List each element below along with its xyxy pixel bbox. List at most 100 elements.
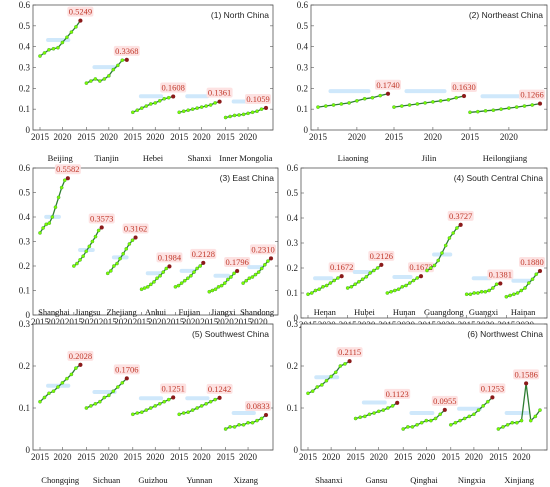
data-point bbox=[425, 268, 429, 273]
data-point bbox=[60, 40, 65, 45]
data-point bbox=[433, 416, 438, 421]
data-point bbox=[89, 79, 93, 83]
series-line bbox=[317, 93, 389, 108]
data-point bbox=[96, 228, 101, 233]
data-point bbox=[213, 287, 218, 292]
data-point bbox=[75, 261, 79, 266]
series-line bbox=[39, 177, 69, 234]
province-label: Jiangsu bbox=[75, 307, 101, 317]
data-point bbox=[401, 427, 406, 431]
x-tick-label: 2015 bbox=[234, 317, 253, 327]
value-label: 0.5249 bbox=[69, 7, 92, 17]
y-tick-label: 0 bbox=[294, 445, 299, 455]
data-point bbox=[78, 258, 82, 262]
data-point bbox=[353, 282, 357, 287]
data-point bbox=[78, 18, 83, 23]
data-point bbox=[353, 416, 358, 421]
series-line bbox=[39, 364, 81, 403]
value-label-bg bbox=[190, 248, 217, 259]
data-point bbox=[112, 264, 116, 268]
data-point bbox=[116, 385, 120, 389]
data-point bbox=[479, 289, 484, 294]
data-point bbox=[362, 96, 367, 101]
x-tick-label: 2020 bbox=[80, 317, 99, 327]
data-point bbox=[186, 108, 190, 113]
data-point bbox=[102, 77, 107, 81]
data-point bbox=[59, 185, 64, 190]
data-point bbox=[259, 107, 264, 111]
x-tick-label: 2020 bbox=[100, 452, 119, 462]
data-point bbox=[162, 96, 167, 101]
ghost-streak bbox=[471, 276, 492, 281]
data-point bbox=[331, 103, 336, 107]
province-label: Zhejiang bbox=[107, 307, 138, 317]
series-line bbox=[498, 383, 541, 430]
data-point bbox=[210, 288, 215, 293]
data-point bbox=[392, 105, 396, 109]
data-point bbox=[424, 418, 429, 423]
province-label: Inner Mongolia bbox=[219, 153, 272, 163]
x-tick-label: 2020 bbox=[114, 317, 133, 327]
value-label-bg bbox=[487, 269, 514, 280]
data-point bbox=[89, 404, 93, 408]
x-tick-label: 2015 bbox=[31, 132, 50, 142]
data-point bbox=[87, 244, 92, 249]
data-point bbox=[93, 234, 98, 239]
value-label: 0.2115 bbox=[338, 347, 361, 357]
x-tick-label: 2015 bbox=[31, 452, 50, 462]
data-point bbox=[144, 104, 149, 108]
data-point bbox=[42, 51, 47, 55]
value-label-bg bbox=[206, 87, 233, 98]
data-point bbox=[370, 95, 375, 100]
province-label: Tianjin bbox=[94, 153, 119, 163]
data-point bbox=[372, 268, 376, 273]
x-tick-label: 2020 bbox=[100, 132, 119, 142]
value-label-bg bbox=[451, 82, 477, 93]
data-point bbox=[447, 236, 452, 240]
data-point bbox=[309, 291, 314, 295]
series-line bbox=[86, 59, 127, 84]
data-point bbox=[263, 412, 269, 418]
value-label-bg bbox=[224, 256, 251, 267]
data-point bbox=[404, 283, 408, 288]
y-tick-label: 0.5 bbox=[19, 21, 31, 31]
data-point bbox=[487, 288, 491, 293]
data-point bbox=[84, 81, 89, 85]
data-point bbox=[51, 46, 56, 51]
ghost-streak bbox=[361, 400, 387, 405]
x-tick-label: 2020 bbox=[146, 132, 165, 142]
y-tick-label: 0.6 bbox=[19, 163, 31, 173]
series-line bbox=[175, 262, 204, 288]
data-point bbox=[323, 104, 328, 108]
y-tick-label: 0.3 bbox=[297, 63, 309, 73]
data-point bbox=[181, 411, 186, 415]
x-tick-label: 2020 bbox=[53, 132, 72, 142]
data-point bbox=[81, 254, 85, 259]
data-point bbox=[399, 104, 404, 108]
data-point bbox=[105, 271, 110, 276]
data-point bbox=[244, 278, 249, 283]
data-point bbox=[259, 416, 264, 421]
ghost-streak bbox=[145, 271, 163, 276]
value-label-bg bbox=[250, 244, 276, 255]
province-label: Henan bbox=[314, 307, 337, 317]
data-point bbox=[524, 381, 529, 386]
series-line bbox=[466, 282, 501, 295]
x-tick-label: 2015 bbox=[309, 132, 328, 142]
data-point bbox=[255, 418, 259, 423]
x-tick-label: 2015 bbox=[65, 317, 84, 327]
province-label: Beijing bbox=[48, 153, 74, 163]
data-point bbox=[508, 293, 512, 298]
data-point bbox=[501, 425, 505, 429]
data-point bbox=[166, 397, 171, 402]
data-point bbox=[144, 408, 149, 412]
data-point bbox=[139, 106, 144, 110]
series-line bbox=[469, 102, 541, 113]
data-point bbox=[93, 77, 98, 81]
data-point bbox=[491, 108, 496, 113]
value-label: 0.1796 bbox=[225, 257, 248, 267]
y-tick-label: 0.2 bbox=[19, 261, 30, 271]
data-point bbox=[349, 284, 354, 289]
